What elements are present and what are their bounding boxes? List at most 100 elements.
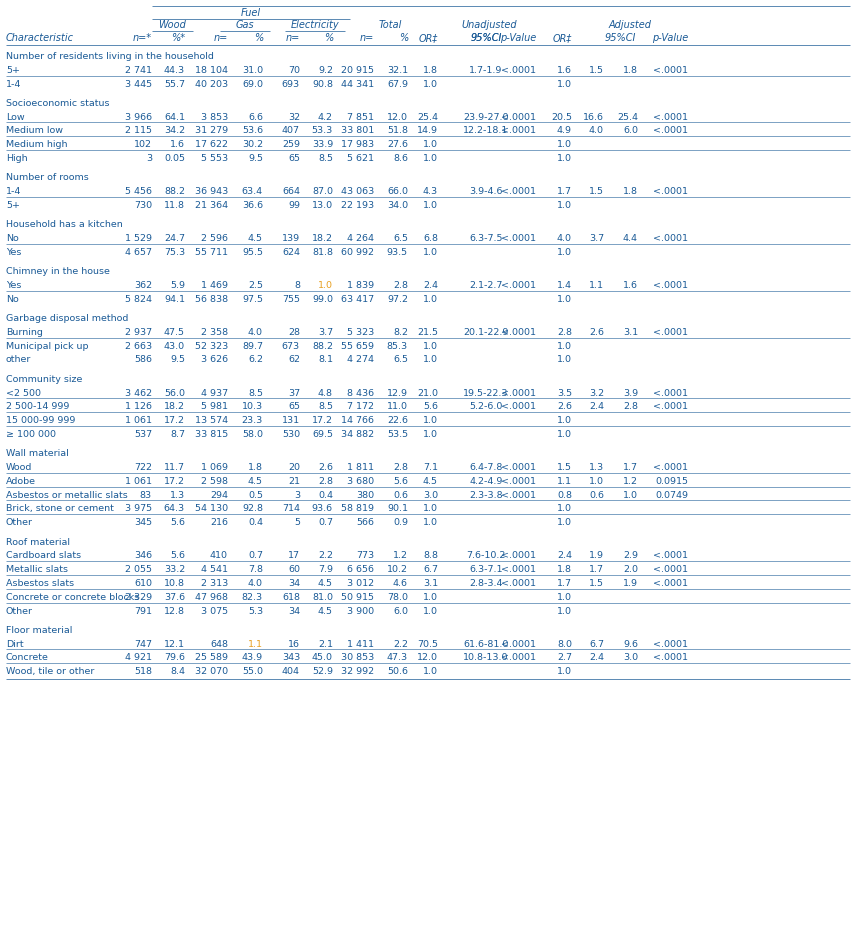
Text: 1.0: 1.0: [423, 504, 438, 514]
Text: 17.2: 17.2: [164, 477, 185, 486]
Text: 3 853: 3 853: [201, 113, 228, 121]
Text: 1 411: 1 411: [347, 640, 374, 649]
Text: 1 126: 1 126: [125, 403, 152, 411]
Text: 2 115: 2 115: [125, 126, 152, 135]
Text: 55.0: 55.0: [242, 667, 263, 676]
Text: 1.2: 1.2: [393, 551, 408, 560]
Text: 53.5: 53.5: [387, 430, 408, 439]
Text: 55.7: 55.7: [164, 79, 185, 89]
Text: 22.6: 22.6: [387, 417, 408, 425]
Text: 1.0: 1.0: [557, 295, 572, 304]
Text: 13 574: 13 574: [195, 417, 228, 425]
Text: Cardboard slats: Cardboard slats: [6, 551, 81, 560]
Text: 3.7: 3.7: [589, 234, 604, 243]
Text: 1 811: 1 811: [347, 463, 374, 472]
Text: 0.6: 0.6: [393, 490, 408, 500]
Text: 1.0: 1.0: [557, 140, 572, 149]
Text: 97.5: 97.5: [242, 295, 263, 304]
Text: p-Value: p-Value: [651, 33, 688, 43]
Text: 1.8: 1.8: [248, 463, 263, 472]
Text: 27.6: 27.6: [387, 140, 408, 149]
Text: 8.0: 8.0: [557, 640, 572, 649]
Text: 1.0: 1.0: [423, 606, 438, 616]
Text: Characteristic: Characteristic: [6, 33, 74, 43]
Text: 33 815: 33 815: [195, 430, 228, 439]
Text: 1.0: 1.0: [423, 430, 438, 439]
Text: No: No: [6, 295, 19, 304]
Text: Number of rooms: Number of rooms: [6, 174, 89, 182]
Text: 82.3: 82.3: [242, 593, 263, 601]
Text: 99: 99: [288, 201, 300, 210]
Text: 17 622: 17 622: [195, 140, 228, 149]
Text: 3 626: 3 626: [201, 356, 228, 364]
Text: 1.0: 1.0: [557, 518, 572, 528]
Text: 11.7: 11.7: [164, 463, 185, 472]
Text: 19.5-22.3: 19.5-22.3: [463, 389, 508, 398]
Text: Fuel: Fuel: [241, 8, 261, 18]
Text: 69.0: 69.0: [242, 79, 263, 89]
Text: 34: 34: [288, 606, 300, 616]
Text: <.0001: <.0001: [653, 65, 688, 75]
Text: 1.5: 1.5: [557, 463, 572, 472]
Text: 83: 83: [140, 490, 152, 500]
Text: 1 529: 1 529: [125, 234, 152, 243]
Text: <.0001: <.0001: [501, 463, 536, 472]
Text: 3.9-4.6: 3.9-4.6: [469, 187, 502, 196]
Text: <.0001: <.0001: [501, 477, 536, 486]
Text: 4 264: 4 264: [347, 234, 374, 243]
Text: 5+: 5+: [6, 201, 20, 210]
Text: 93.6: 93.6: [312, 504, 333, 514]
Text: <.0001: <.0001: [653, 463, 688, 472]
Text: 2.3-3.8: 2.3-3.8: [469, 490, 502, 500]
Text: 3.0: 3.0: [623, 654, 638, 662]
Text: Garbage disposal method: Garbage disposal method: [6, 314, 128, 323]
Text: 2.6: 2.6: [318, 463, 333, 472]
Text: 9.5: 9.5: [248, 154, 263, 163]
Text: 3: 3: [294, 490, 300, 500]
Text: 60 992: 60 992: [341, 248, 374, 257]
Text: 22 193: 22 193: [341, 201, 374, 210]
Text: <2 500: <2 500: [6, 389, 41, 398]
Text: 53.3: 53.3: [312, 126, 333, 135]
Text: 2.8-3.4: 2.8-3.4: [469, 579, 502, 588]
Text: 1.6: 1.6: [557, 65, 572, 75]
Text: 32 070: 32 070: [195, 667, 228, 676]
Text: 90.8: 90.8: [312, 79, 333, 89]
Text: <.0001: <.0001: [501, 65, 536, 75]
Text: Other: Other: [6, 518, 33, 528]
Text: 7 851: 7 851: [347, 113, 374, 121]
Text: Unadjusted: Unadjusted: [461, 20, 517, 30]
Text: 70.5: 70.5: [417, 640, 438, 649]
Text: 17.2: 17.2: [164, 417, 185, 425]
Text: 2 313: 2 313: [201, 579, 228, 588]
Text: <.0001: <.0001: [653, 403, 688, 411]
Text: 5.6: 5.6: [393, 477, 408, 486]
Text: 7.8: 7.8: [248, 565, 263, 574]
Text: <.0001: <.0001: [653, 640, 688, 649]
Text: 11.8: 11.8: [164, 201, 185, 210]
Text: 1.8: 1.8: [623, 65, 638, 75]
Text: 404: 404: [282, 667, 300, 676]
Text: High: High: [6, 154, 27, 163]
Text: <.0001: <.0001: [501, 551, 536, 560]
Text: %: %: [324, 33, 333, 43]
Text: 343: 343: [282, 654, 300, 662]
Text: <.0001: <.0001: [501, 579, 536, 588]
Text: 3 012: 3 012: [347, 579, 374, 588]
Text: 518: 518: [134, 667, 152, 676]
Text: <.0001: <.0001: [501, 565, 536, 574]
Text: 36 943: 36 943: [195, 187, 228, 196]
Text: 1.0: 1.0: [423, 518, 438, 528]
Text: 0.5: 0.5: [248, 490, 263, 500]
Text: Community size: Community size: [6, 375, 82, 384]
Text: 12.9: 12.9: [387, 389, 408, 398]
Text: 63 417: 63 417: [341, 295, 374, 304]
Text: 20.1-22.9: 20.1-22.9: [463, 328, 508, 337]
Text: 10.3: 10.3: [242, 403, 263, 411]
Text: 17: 17: [288, 551, 300, 560]
Text: 33.9: 33.9: [312, 140, 333, 149]
Text: %: %: [399, 33, 408, 43]
Text: 44 341: 44 341: [341, 79, 374, 89]
Text: 13.0: 13.0: [312, 201, 333, 210]
Text: 1.0: 1.0: [423, 248, 438, 257]
